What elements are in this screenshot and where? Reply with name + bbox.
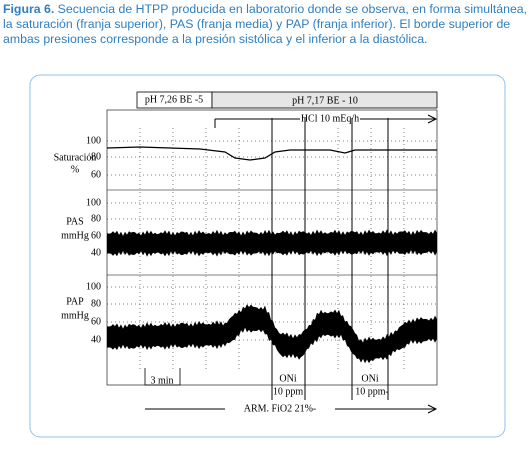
pas-trace	[107, 229, 437, 257]
tick-label: 60	[91, 169, 101, 180]
tick-label: 100	[86, 281, 101, 292]
event-dose: 10 ppm	[273, 386, 304, 397]
pap-trace	[107, 304, 437, 364]
caption: Figura 6. Secuencia de HTPP producida en…	[3, 2, 528, 47]
tick-label: 100	[86, 197, 101, 208]
ventilation-arrow	[145, 404, 438, 414]
panel-label: mmHg	[61, 230, 89, 241]
tick-label: 40	[91, 247, 101, 258]
panel-label: Saturación	[54, 152, 97, 163]
panel-label: PAS	[66, 216, 83, 227]
panel-label: %	[71, 164, 79, 175]
tick-label: 60	[91, 316, 101, 327]
tick-label: 80	[91, 298, 101, 309]
panel-label: PAP	[66, 296, 84, 307]
tick-label: 100	[86, 135, 101, 146]
time-scale	[144, 368, 181, 386]
caption-label: Figura 6.	[3, 2, 55, 16]
tick-label: 80	[91, 213, 101, 224]
tick-label: 60	[91, 230, 101, 241]
infusion-arrow	[214, 114, 438, 128]
infusion-label: HCl 10 mEq/h	[301, 113, 359, 124]
tick-label: 80	[91, 151, 101, 162]
header-text: pH 7,17 BE - 10	[292, 95, 358, 106]
event-label: ONi	[279, 373, 296, 384]
figure-frame	[29, 74, 506, 438]
tick-label: 40	[91, 334, 101, 345]
ventilation-label: ARM. FiO2 21%-	[244, 403, 317, 414]
time-scale-label: 3 min	[150, 375, 173, 386]
header-box	[211, 91, 438, 109]
saturation-trace	[106, 146, 437, 161]
panel-label: mmHg	[61, 310, 89, 321]
event-dose: 10 ppm-	[355, 386, 389, 397]
caption-text: Secuencia de HTPP producida en laborator…	[3, 2, 528, 46]
event-label: ONi	[361, 373, 378, 384]
header-text: pH 7,26 BE -5	[145, 94, 203, 105]
panel-labels: Saturación% 100 80 60 PAS mmHg 100 80 60 40 PAP mmH…	[54, 135, 101, 345]
